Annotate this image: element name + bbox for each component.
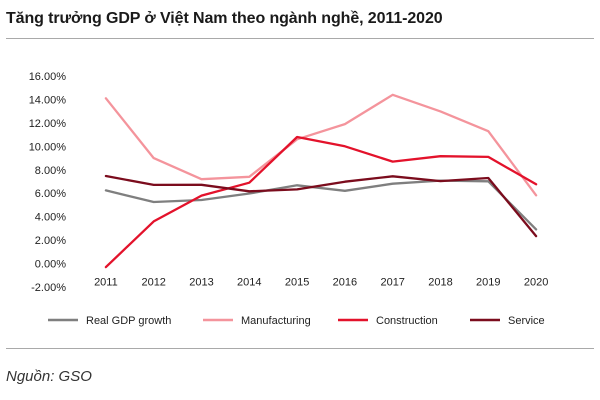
series-line-construction [104, 135, 538, 269]
legend-label: Construction [376, 315, 438, 327]
series-line-service [104, 174, 538, 238]
legend-label: Manufacturing [241, 315, 311, 327]
y-tick-label: 12.00% [29, 118, 67, 130]
series-line-real-gdp-growth [104, 179, 538, 231]
source-note: Nguồn: GSO [6, 368, 92, 385]
y-tick-label: 8.00% [35, 165, 66, 177]
legend-label: Service [508, 315, 545, 327]
y-tick-label: 10.00% [29, 141, 67, 153]
y-tick-label: 2.00% [35, 235, 66, 247]
source-divider [6, 348, 594, 349]
x-tick-label: 2013 [189, 277, 213, 289]
y-tick-label: 0.00% [35, 259, 66, 271]
x-tick-label: 2011 [94, 277, 118, 289]
x-tick-label: 2018 [428, 277, 452, 289]
legend-label: Real GDP growth [86, 315, 171, 327]
x-tick-label: 2015 [285, 277, 309, 289]
y-tick-label: 16.00% [29, 71, 67, 83]
x-tick-label: 2019 [476, 277, 500, 289]
y-tick-label: -2.00% [31, 282, 66, 294]
y-tick-label: 4.00% [35, 212, 66, 224]
x-tick-label: 2017 [380, 277, 404, 289]
x-tick-label: 2020 [524, 277, 548, 289]
x-tick-label: 2014 [237, 277, 261, 289]
line-chart: -2.00% 0.00% 2.00% 4.00% 6.00% 8.00% 10.00% 12.… [29, 71, 549, 327]
chart-title: Tăng trưởng GDP ở Việt Nam theo ngành ng… [6, 10, 443, 27]
series-line-manufacturing [104, 93, 538, 197]
y-tick-label: 14.00% [29, 94, 67, 106]
x-tick-label: 2012 [141, 277, 165, 289]
x-tick-label: 2016 [333, 277, 357, 289]
title-divider [6, 38, 594, 39]
y-tick-label: 6.00% [35, 188, 66, 200]
